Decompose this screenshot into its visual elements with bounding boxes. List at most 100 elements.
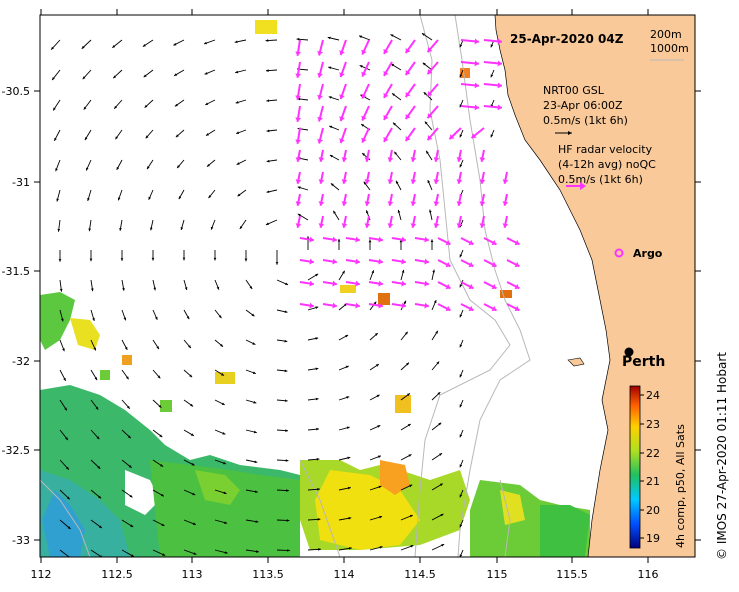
gsl-arrow [121,279,125,291]
gsl-arrow [146,159,154,170]
radar-arrow [483,82,503,89]
gsl-arrow [204,69,216,75]
gsl-arrow [400,423,412,431]
gsl-arrow [276,279,289,286]
radar-arrow [387,215,394,228]
radar-arrow [387,149,394,162]
gsl-arrow [391,93,402,101]
gsl-arrow [152,369,161,379]
gsl-arrow [338,270,346,281]
y-tick-label: -32 [12,355,30,368]
radar-arrow [437,237,451,246]
gsl-arrow [459,159,464,168]
gsl-arrow-field [50,32,495,557]
radar-arrow [414,236,429,243]
gsl-arrow [245,369,257,375]
x-tick-label: 114.5 [404,568,436,581]
radar-arrow [387,171,394,184]
gsl-arrow [205,129,216,137]
gsl-arrow [89,250,93,262]
radar-arrow [391,280,406,287]
gsl-arrow [90,309,95,322]
radar-arrow [341,193,348,206]
gsl-arrow [214,279,220,290]
radar-legend-title: HF radar velocity [558,143,653,156]
gsl-arrow [245,459,258,464]
gsl-arrow [459,489,464,498]
gsl-arrow [173,69,185,77]
date-label: 25-Apr-2020 04Z [510,32,624,46]
radar-arrow [426,83,439,97]
radar-arrow-field [295,38,520,312]
gsl-arrow [152,399,162,408]
gsl-arrow [152,519,165,527]
gsl-legend-scale: 0.5m/s (1kt 6h) [543,114,628,127]
gsl-arrow [245,549,259,553]
gsl-arrow [90,489,102,499]
gsl-arrow [369,515,383,521]
gsl-arrow [214,399,225,406]
gsl-arrow [56,189,61,202]
gsl-arrow [332,210,340,221]
gsl-arrow [265,39,278,42]
gsl-arrow [392,122,402,131]
radar-arrow [410,149,417,162]
gsl-arrow [182,250,186,261]
gsl-arrow [297,186,309,191]
radar-arrow [383,127,393,143]
gsl-arrow [400,362,410,371]
gsl-arrow [276,309,288,314]
radar-arrow [361,83,370,99]
radar-arrow [410,171,417,184]
gsl-arrow [359,65,371,71]
gsl-arrow [151,250,155,261]
gsl-arrow [400,331,409,341]
gsl-arrow [338,396,350,401]
gsl-arrow [329,125,340,131]
gsl-arrow [329,154,340,161]
gsl-arrow [296,37,309,41]
radar-arrow [391,236,406,243]
radar-arrow [361,105,370,121]
gsl-arrow [276,429,289,432]
gsl-arrow [90,399,99,410]
gsl-arrow [50,39,61,50]
gsl-arrow [368,239,372,250]
gsl-arrow [431,483,444,491]
gsl-arrow [173,39,185,46]
gsl-arrow [431,513,444,521]
isobath-1000m-label: 1000m [650,42,689,55]
gsl-arrow [338,516,352,521]
gsl-arrow [307,367,319,371]
gsl-arrow [307,273,319,281]
gsl-arrow [369,332,379,341]
gsl-arrow [214,429,226,435]
gsl-arrow [90,459,101,470]
gsl-arrow [183,549,197,555]
gsl-arrow [459,69,464,78]
radar-arrow [460,60,480,67]
gsl-arrow [459,339,464,348]
gsl-arrow [459,279,464,288]
radar-arrow [414,302,429,309]
radar-arrow [437,303,451,312]
gsl-arrow [265,219,278,226]
x-tick-label: 112 [31,568,52,581]
gsl-arrow [307,548,321,551]
gsl-arrow [113,99,123,110]
gsl-arrow [266,159,278,163]
gsl-arrow [121,489,133,498]
y-tick-label: -30.5 [2,85,30,98]
radar-arrow [317,83,324,100]
radar-arrow [341,215,348,228]
radar-arrow [437,259,451,268]
gsl-arrow [459,129,464,138]
radar-arrow [456,171,463,184]
gsl-arrow [276,369,288,373]
gsl-arrow [183,369,193,378]
radar-arrow [295,215,302,228]
radar-arrow [433,193,440,206]
radar-arrow [299,302,314,309]
radar-arrow [483,237,497,246]
radar-arrow [322,236,337,243]
